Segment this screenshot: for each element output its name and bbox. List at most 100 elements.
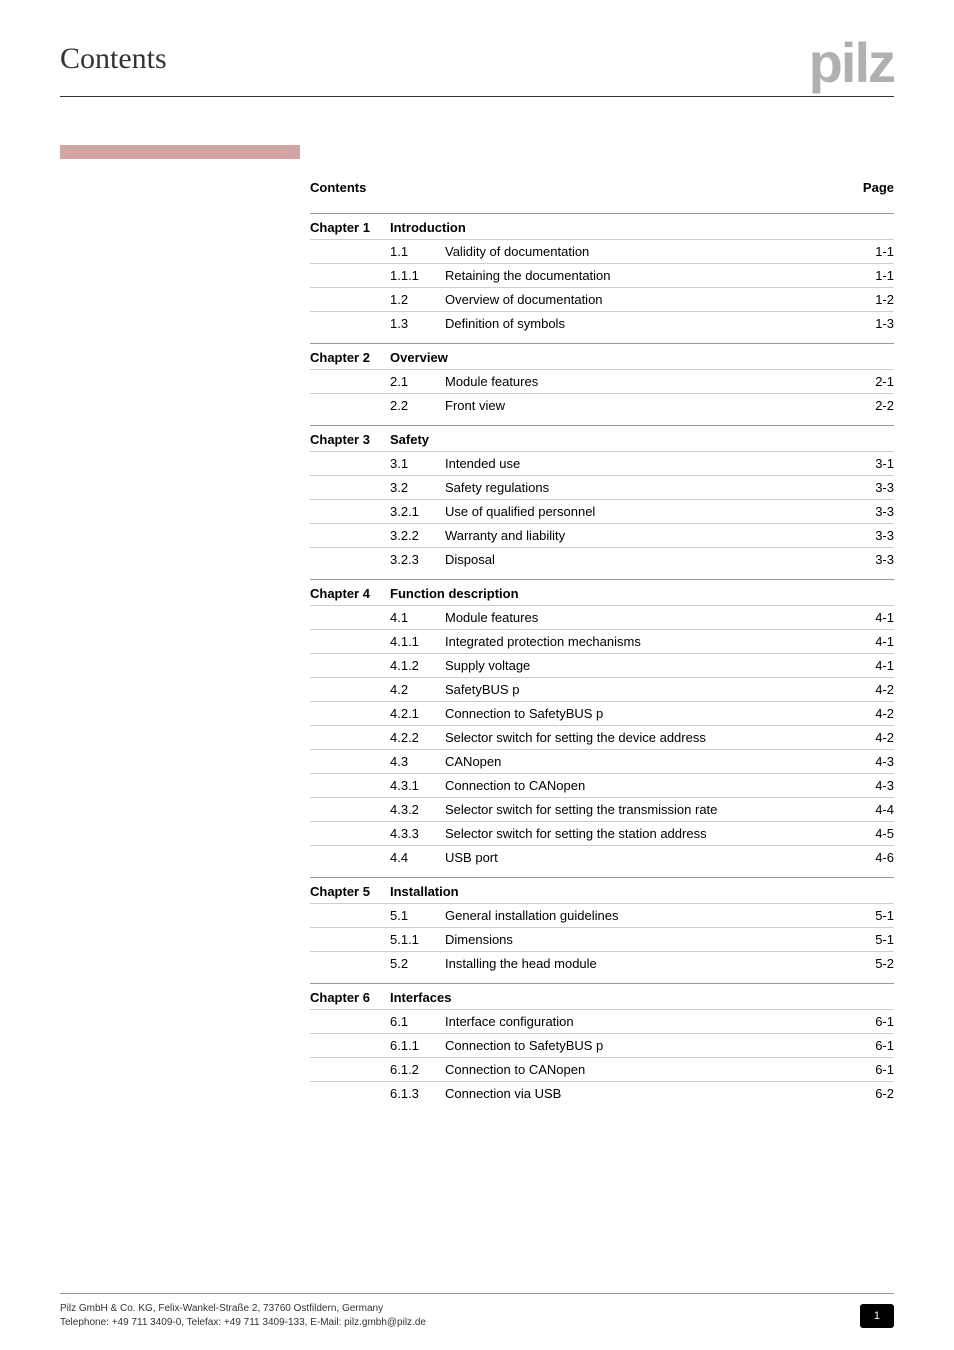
toc-header-right: Page bbox=[863, 180, 894, 195]
toc-page: 2-2 bbox=[854, 398, 894, 413]
toc-number: 1.1.1 bbox=[310, 268, 445, 283]
toc-number: 6.1 bbox=[310, 1014, 445, 1029]
toc-row: 4.3.1Connection to CANopen4-3 bbox=[310, 773, 894, 797]
toc-page: 1-3 bbox=[854, 316, 894, 331]
toc-row: 1.3Definition of symbols1-3 bbox=[310, 311, 894, 335]
chapter-title: Interfaces bbox=[390, 990, 451, 1005]
toc-page: 6-1 bbox=[854, 1014, 894, 1029]
toc-entry-title: Installing the head module bbox=[445, 956, 854, 971]
toc-row: 6.1.1Connection to SafetyBUS p6-1 bbox=[310, 1033, 894, 1057]
toc-number: 2.2 bbox=[310, 398, 445, 413]
chapter-title: Function description bbox=[390, 586, 519, 601]
footer-line1: Pilz GmbH & Co. KG, Felix-Wankel-Straße … bbox=[60, 1302, 426, 1316]
chapter-heading: Chapter 2Overview bbox=[310, 343, 894, 369]
toc-page: 4-2 bbox=[854, 682, 894, 697]
toc-entry-title: Connection to CANopen bbox=[445, 1062, 854, 1077]
toc-entry-title: Connection to CANopen bbox=[445, 778, 854, 793]
toc-entry-title: Overview of documentation bbox=[445, 292, 854, 307]
toc-entry-title: USB port bbox=[445, 850, 854, 865]
toc-entry-title: Integrated protection mechanisms bbox=[445, 634, 854, 649]
toc-row: 4.2.2Selector switch for setting the dev… bbox=[310, 725, 894, 749]
toc-number: 4.3 bbox=[310, 754, 445, 769]
toc-row: 4.3CANopen4-3 bbox=[310, 749, 894, 773]
toc-row: 4.2.1Connection to SafetyBUS p4-2 bbox=[310, 701, 894, 725]
toc-number: 4.1.1 bbox=[310, 634, 445, 649]
chapter-label: Chapter 6 bbox=[310, 990, 390, 1005]
toc-row: 2.2Front view2-2 bbox=[310, 393, 894, 417]
accent-bar bbox=[60, 145, 300, 159]
toc-row: 1.1Validity of documentation1-1 bbox=[310, 239, 894, 263]
toc-number: 6.1.2 bbox=[310, 1062, 445, 1077]
toc-entry-title: Front view bbox=[445, 398, 854, 413]
chapter-label: Chapter 1 bbox=[310, 220, 390, 235]
chapter-label: Chapter 2 bbox=[310, 350, 390, 365]
toc-row: 1.2Overview of documentation1-2 bbox=[310, 287, 894, 311]
toc-number: 1.3 bbox=[310, 316, 445, 331]
toc-number: 4.3.1 bbox=[310, 778, 445, 793]
toc-row: 1.1.1Retaining the documentation1-1 bbox=[310, 263, 894, 287]
toc-page: 4-2 bbox=[854, 706, 894, 721]
toc-page: 1-1 bbox=[854, 268, 894, 283]
toc-content: Contents Page Chapter 1Introduction 1.1Va… bbox=[310, 180, 894, 1105]
toc-entry-title: Module features bbox=[445, 374, 854, 389]
toc-row: 2.1Module features2-1 bbox=[310, 369, 894, 393]
toc-number: 4.1.2 bbox=[310, 658, 445, 673]
toc-row: 4.1.1Integrated protection mechanisms4-1 bbox=[310, 629, 894, 653]
toc-row: 4.3.2Selector switch for setting the tra… bbox=[310, 797, 894, 821]
page-number-badge: 1 bbox=[860, 1304, 894, 1328]
toc-page: 3-3 bbox=[854, 480, 894, 495]
toc-number: 5.1 bbox=[310, 908, 445, 923]
toc-entry-title: Selector switch for setting the station … bbox=[445, 826, 854, 841]
toc-number: 4.2.2 bbox=[310, 730, 445, 745]
toc-entry-title: Module features bbox=[445, 610, 854, 625]
footer: Pilz GmbH & Co. KG, Felix-Wankel-Straße … bbox=[60, 1293, 894, 1330]
toc-entry-title: Supply voltage bbox=[445, 658, 854, 673]
toc-row: 4.4USB port4-6 bbox=[310, 845, 894, 869]
toc-row: 6.1.3Connection via USB6-2 bbox=[310, 1081, 894, 1105]
chapter-title: Overview bbox=[390, 350, 448, 365]
toc-entry-title: Connection via USB bbox=[445, 1086, 854, 1101]
toc-entry-title: Selector switch for setting the transmis… bbox=[445, 802, 854, 817]
toc-number: 5.2 bbox=[310, 956, 445, 971]
chapter-title: Safety bbox=[390, 432, 429, 447]
toc-number: 4.3.3 bbox=[310, 826, 445, 841]
toc-page: 4-1 bbox=[854, 658, 894, 673]
toc-entry-title: Dimensions bbox=[445, 932, 854, 947]
toc-number: 4.2 bbox=[310, 682, 445, 697]
toc-row: 4.2SafetyBUS p4-2 bbox=[310, 677, 894, 701]
toc-row: 4.1Module features4-1 bbox=[310, 605, 894, 629]
chapter-heading: Chapter 3Safety bbox=[310, 425, 894, 451]
toc-number: 3.2 bbox=[310, 480, 445, 495]
toc-entry-title: Selector switch for setting the device a… bbox=[445, 730, 854, 745]
toc-page: 4-6 bbox=[854, 850, 894, 865]
toc-row: 3.2.1Use of qualified personnel3-3 bbox=[310, 499, 894, 523]
toc-entry-title: Use of qualified personnel bbox=[445, 504, 854, 519]
toc-page: 2-1 bbox=[854, 374, 894, 389]
toc-entry-title: Retaining the documentation bbox=[445, 268, 854, 283]
footer-text: Pilz GmbH & Co. KG, Felix-Wankel-Straße … bbox=[60, 1302, 426, 1330]
logo-text: pilz bbox=[809, 31, 894, 94]
toc-page: 6-1 bbox=[854, 1062, 894, 1077]
toc-page: 4-4 bbox=[854, 802, 894, 817]
toc-page: 5-1 bbox=[854, 932, 894, 947]
chapter-heading: Chapter 6Interfaces bbox=[310, 983, 894, 1009]
toc-entry-title: SafetyBUS p bbox=[445, 682, 854, 697]
toc-page: 3-3 bbox=[854, 504, 894, 519]
toc-page: 6-2 bbox=[854, 1086, 894, 1101]
toc-page: 1-1 bbox=[854, 244, 894, 259]
toc-row: 6.1Interface configuration6-1 bbox=[310, 1009, 894, 1033]
chapter-title: Introduction bbox=[390, 220, 466, 235]
chapter-label: Chapter 4 bbox=[310, 586, 390, 601]
toc-row: 5.2Installing the head module5-2 bbox=[310, 951, 894, 975]
toc-header-left: Contents bbox=[310, 180, 366, 195]
toc-page: 4-2 bbox=[854, 730, 894, 745]
toc-row: 3.2Safety regulations3-3 bbox=[310, 475, 894, 499]
toc-number: 3.1 bbox=[310, 456, 445, 471]
toc-number: 3.2.3 bbox=[310, 552, 445, 567]
toc-entry-title: Intended use bbox=[445, 456, 854, 471]
toc-row: 5.1General installation guidelines5-1 bbox=[310, 903, 894, 927]
toc-page: 4-5 bbox=[854, 826, 894, 841]
title-underline bbox=[60, 96, 894, 97]
toc-row: 3.2.3Disposal3-3 bbox=[310, 547, 894, 571]
toc-page: 5-1 bbox=[854, 908, 894, 923]
